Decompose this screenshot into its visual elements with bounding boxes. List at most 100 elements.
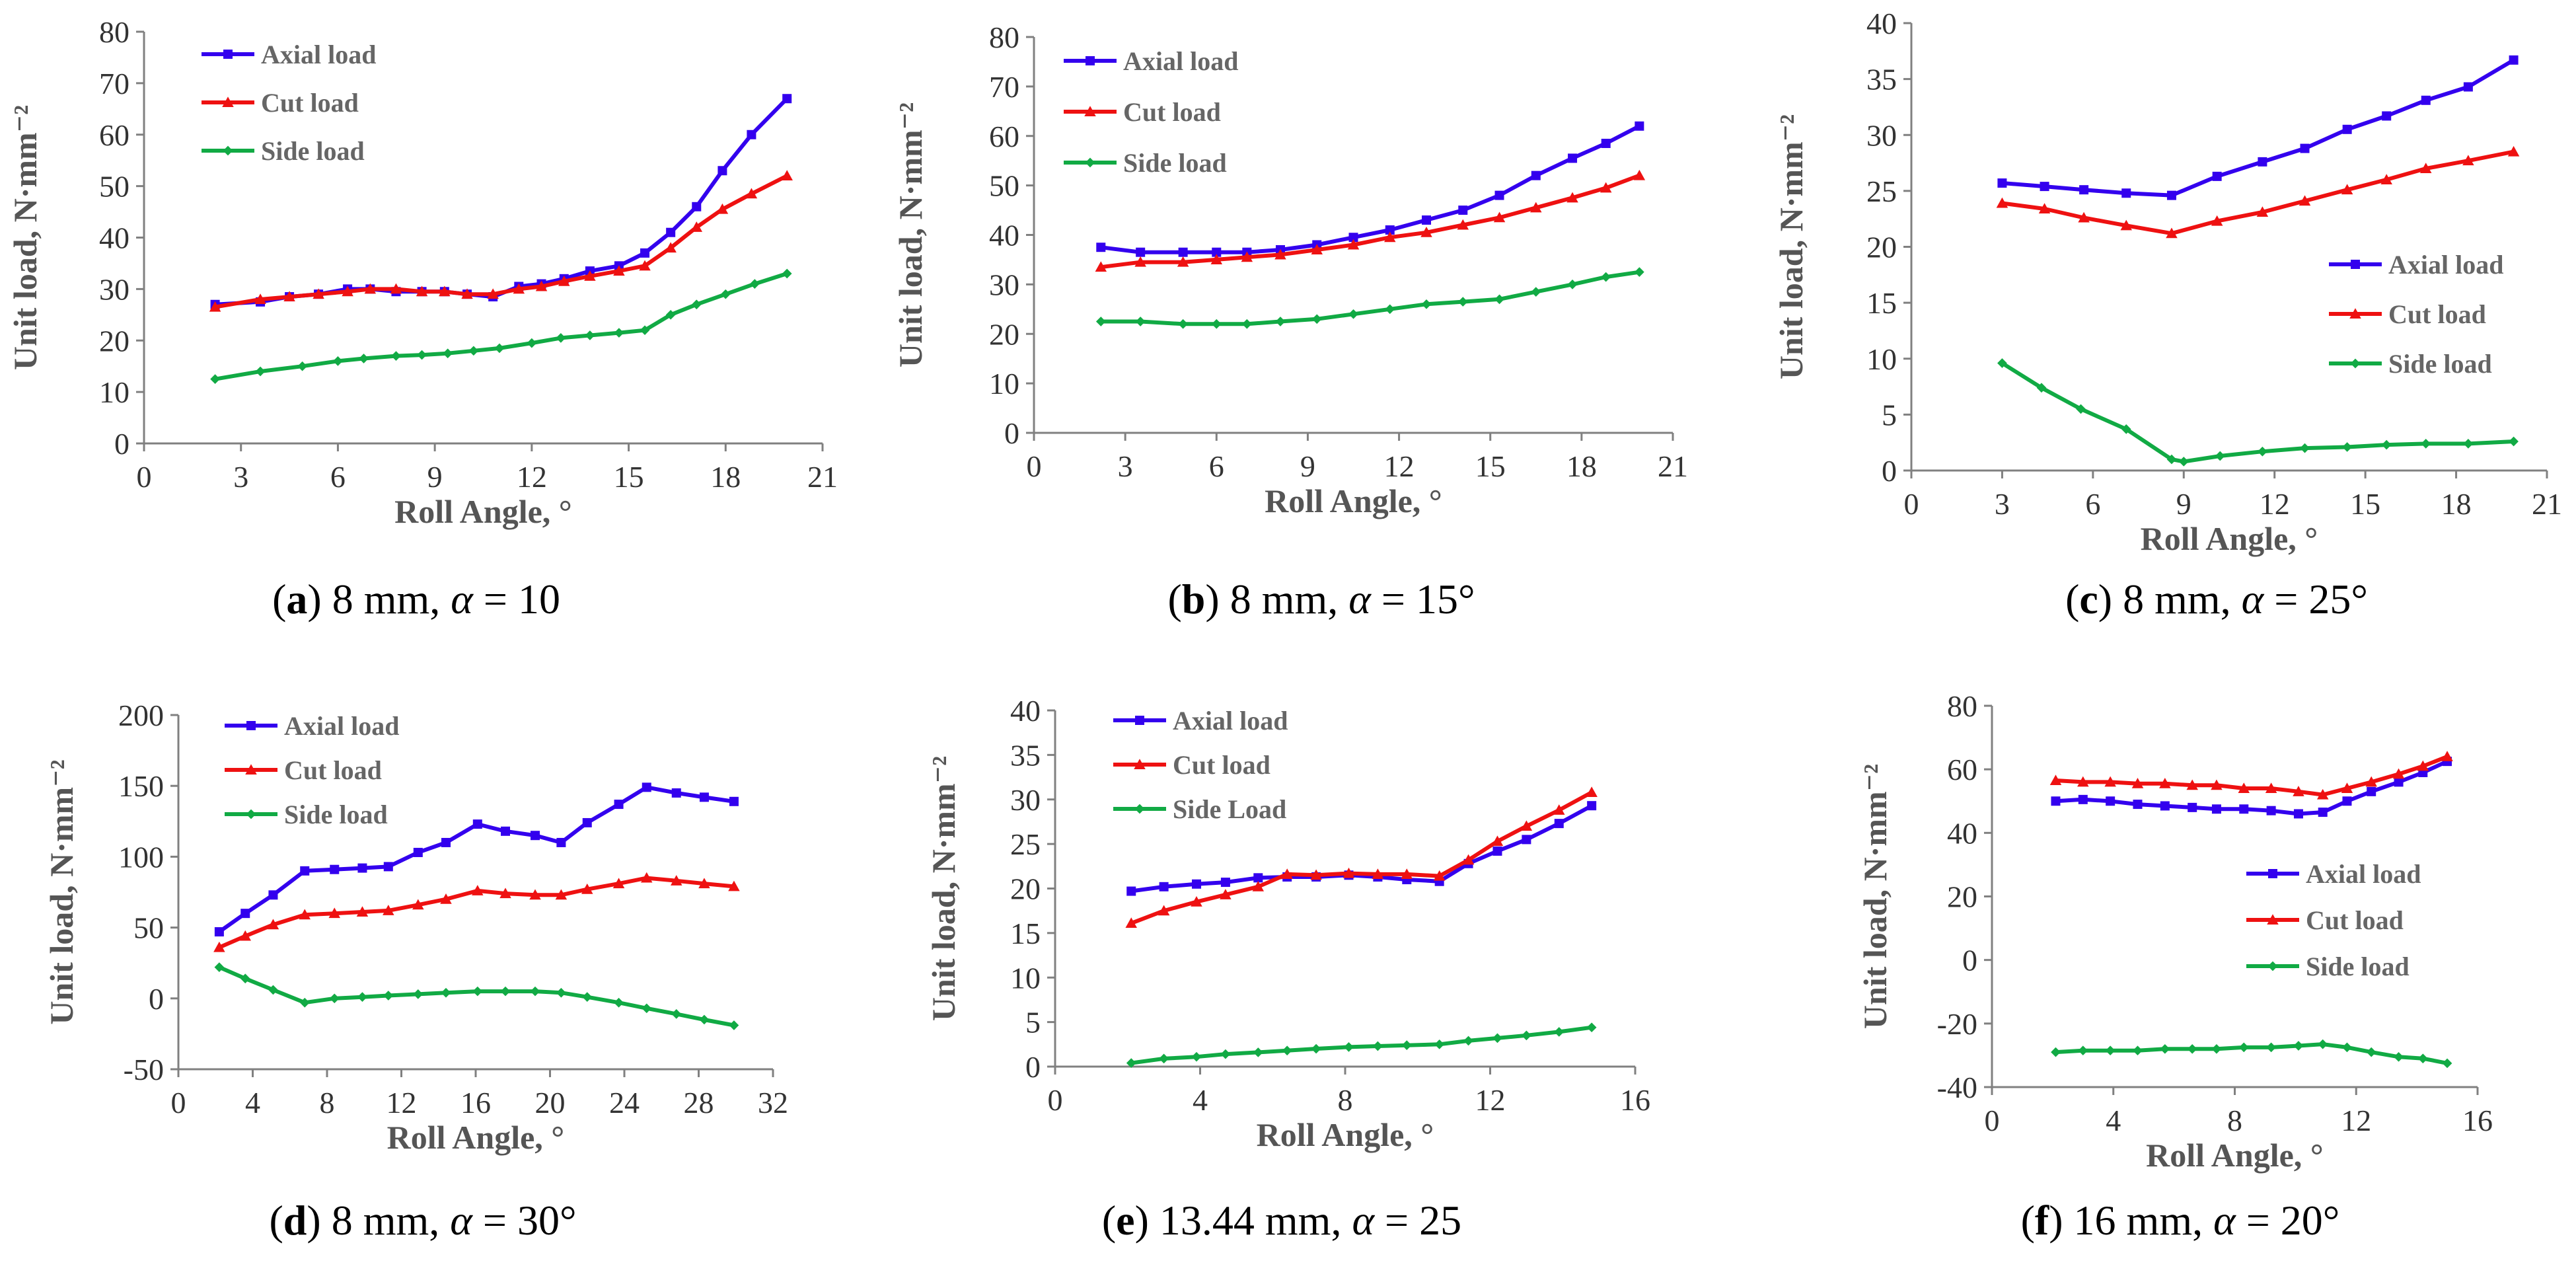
legend-item: Axial load — [1064, 46, 1238, 76]
data-point — [383, 905, 394, 915]
data-point — [690, 221, 703, 232]
legend-item: Cut load — [1113, 750, 1270, 780]
legend-marker — [2267, 914, 2279, 925]
data-point — [2381, 439, 2392, 450]
data-point — [2258, 157, 2267, 167]
legend-marker — [245, 764, 257, 775]
series-line — [1130, 1025, 1592, 1065]
series-cut-load — [1095, 169, 1646, 272]
data-point — [2342, 1042, 2352, 1053]
series-axial-load — [2051, 757, 2452, 819]
legend-item: Side Load — [1113, 794, 1286, 824]
y-tick-label: 0 — [1004, 416, 1019, 450]
data-point — [2121, 424, 2131, 434]
series-line — [2055, 1042, 2448, 1065]
data-point — [1997, 178, 2007, 188]
x-tick-label: 16 — [1620, 1083, 1650, 1117]
data-point — [1458, 206, 1468, 215]
data-point — [584, 270, 596, 281]
y-tick-label: 0 — [1882, 454, 1897, 488]
data-point — [2215, 451, 2225, 461]
y-tick-label: 30 — [99, 272, 129, 306]
data-point — [472, 986, 483, 997]
data-point — [1385, 225, 1395, 235]
data-point — [1158, 905, 1170, 916]
data-point — [718, 166, 727, 176]
y-tick-label: -50 — [124, 1053, 164, 1086]
chart-caption-a: (a) 8 mm, α = 10 — [205, 575, 628, 624]
data-point — [582, 992, 593, 1002]
x-axis-label: Roll Angle, ° — [394, 493, 572, 530]
caption-paren: ( — [269, 1197, 283, 1244]
data-point — [671, 788, 681, 798]
data-point — [299, 909, 311, 920]
y-tick-label: 30 — [1010, 783, 1041, 817]
data-point — [412, 899, 424, 910]
y-tick-label: 15 — [1010, 917, 1041, 950]
data-point — [1095, 317, 1106, 326]
data-point — [1311, 244, 1323, 254]
legend-label: Side load — [2306, 952, 2410, 981]
series-line — [2002, 58, 2515, 198]
data-point — [1241, 319, 1252, 329]
data-point — [2266, 806, 2276, 815]
data-point — [614, 328, 624, 338]
data-point — [416, 285, 428, 297]
data-point — [1274, 248, 1286, 260]
caption-letter: b — [1181, 576, 1206, 623]
x-tick-label: 0 — [137, 460, 152, 494]
data-point — [513, 283, 525, 294]
data-point — [2036, 383, 2047, 393]
series-line — [1130, 790, 1593, 925]
legend-label: Axial load — [2388, 250, 2503, 280]
data-point — [468, 346, 479, 356]
legend-label: Cut load — [284, 755, 382, 785]
y-tick-label: 70 — [989, 70, 1019, 104]
data-point — [255, 366, 266, 377]
legend-label: Axial load — [1123, 46, 1238, 76]
caption-paren: ( — [2020, 1197, 2035, 1244]
caption-letter: a — [286, 576, 308, 623]
data-point — [2266, 1042, 2276, 1053]
data-point — [640, 248, 650, 258]
data-point — [1253, 1047, 1263, 1057]
x-tick-label: 9 — [1300, 449, 1315, 483]
data-point — [461, 288, 473, 299]
data-point — [383, 862, 393, 872]
data-point — [2342, 124, 2352, 134]
data-point — [1348, 233, 1358, 243]
legend-marker — [2349, 308, 2361, 319]
data-point — [1633, 169, 1646, 180]
y-tick-label: 10 — [1866, 342, 1897, 376]
data-point — [2105, 1045, 2116, 1056]
legend-item: Cut load — [2329, 299, 2486, 329]
data-point — [267, 919, 279, 930]
data-point — [1520, 820, 1533, 831]
legend-label: Side load — [2388, 349, 2492, 379]
data-point — [2187, 1043, 2197, 1054]
legend-label: Side load — [284, 800, 388, 829]
data-point — [699, 792, 709, 802]
legend-marker — [246, 721, 256, 730]
x-tick-label: 15 — [614, 460, 644, 494]
data-point — [1601, 138, 1611, 148]
data-point — [2421, 95, 2431, 105]
data-point — [1422, 215, 1432, 225]
y-tick-label: 60 — [99, 118, 129, 152]
data-point — [254, 293, 266, 304]
data-point — [499, 888, 511, 899]
data-point — [2382, 111, 2392, 121]
data-point — [2507, 145, 2520, 157]
data-point — [1372, 868, 1384, 879]
data-point — [1177, 256, 1189, 267]
data-point — [297, 361, 307, 371]
caption-alpha: α — [1348, 576, 1371, 623]
legend-label: Axial load — [284, 711, 399, 741]
data-point — [2212, 171, 2222, 181]
y-tick-label: 20 — [1010, 872, 1041, 906]
x-tick-label: 0 — [171, 1086, 186, 1119]
x-tick-label: 0 — [1985, 1104, 2000, 1137]
legend-label: Axial load — [261, 40, 376, 69]
data-point — [2238, 782, 2250, 794]
